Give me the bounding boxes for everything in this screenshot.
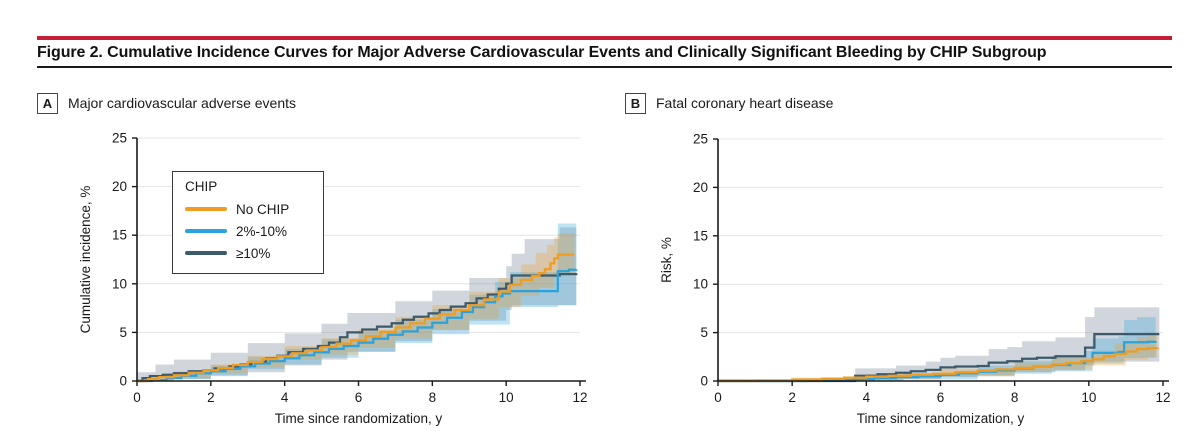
svg-text:8: 8: [1011, 390, 1019, 405]
panel-b-label: Fatal coronary heart disease: [656, 95, 834, 111]
legend-entry-no-chip: No CHIP: [185, 198, 313, 220]
panel-a-header: A Major cardiovascular adverse events: [37, 92, 296, 114]
svg-text:20: 20: [112, 179, 127, 194]
svg-text:Time since randomization, y: Time since randomization, y: [857, 411, 1025, 426]
panel-b-tag: B: [625, 92, 646, 114]
panel-b-header: B Fatal coronary heart disease: [625, 92, 833, 114]
svg-text:6: 6: [355, 390, 363, 405]
svg-text:4: 4: [281, 390, 289, 405]
svg-text:0: 0: [714, 390, 722, 405]
accent-rule: [37, 36, 1172, 40]
svg-text:12: 12: [572, 390, 587, 405]
legend-title: CHIP: [185, 179, 218, 194]
svg-text:0: 0: [133, 390, 141, 405]
svg-text:0: 0: [700, 374, 708, 389]
svg-text:25: 25: [112, 131, 127, 146]
legend-label-ge10: ≥10%: [236, 245, 271, 261]
svg-text:2: 2: [788, 390, 796, 405]
chip-legend: CHIP No CHIP 2%-10% ≥10%: [172, 171, 324, 274]
panel-a-chart: 0 5 10 15 20 25 0 2 4 6 8 10 12 Time since randomizat…: [78, 131, 588, 427]
svg-text:Time since randomization, y: Time since randomization, y: [275, 411, 443, 426]
svg-text:4: 4: [863, 390, 871, 405]
panel-b-chart: 0 5 10 15 20 25 0 2 4 6 8 10 12 Time since randomizat…: [659, 132, 1171, 427]
svg-text:12: 12: [1155, 390, 1170, 405]
legend-entry-2-10: 2%-10%: [185, 220, 313, 242]
svg-text:15: 15: [693, 228, 708, 243]
svg-text:25: 25: [693, 132, 708, 147]
legend-label-no-chip: No CHIP: [236, 201, 290, 217]
svg-text:0: 0: [119, 374, 127, 389]
panel-a-chart-area: 0 5 10 15 20 25 0 2 4 6 8 10 12 Time since randomizat…: [30, 125, 615, 431]
svg-text:6: 6: [937, 390, 945, 405]
legend-entry-ge10: ≥10%: [185, 242, 313, 264]
svg-text:15: 15: [112, 228, 127, 243]
panel-a-label: Major cardiovascular adverse events: [68, 95, 296, 111]
figure-title: Figure 2. Cumulative Incidence Curves fo…: [37, 44, 1047, 61]
no-chip-line-swatch: [185, 207, 227, 211]
svg-text:10: 10: [112, 276, 127, 291]
svg-text:8: 8: [429, 390, 437, 405]
svg-text:Cumulative incidence, %: Cumulative incidence, %: [78, 186, 93, 334]
svg-text:10: 10: [1081, 390, 1096, 405]
panel-b-chart-area: 0 5 10 15 20 25 0 2 4 6 8 10 12 Time since randomizat…: [615, 125, 1199, 431]
svg-text:5: 5: [700, 325, 708, 340]
svg-text:5: 5: [119, 325, 127, 340]
legend-label-2-10: 2%-10%: [236, 223, 288, 239]
svg-text:2: 2: [207, 390, 215, 405]
svg-text:Risk, %: Risk, %: [659, 237, 674, 283]
svg-text:20: 20: [693, 180, 708, 195]
panel-a-tag: A: [37, 92, 58, 114]
svg-text:10: 10: [499, 390, 514, 405]
chip-ge10-line-swatch: [185, 251, 227, 255]
title-divider: [37, 66, 1172, 68]
svg-text:10: 10: [693, 277, 708, 292]
chip-2-10-line-swatch: [185, 229, 227, 233]
